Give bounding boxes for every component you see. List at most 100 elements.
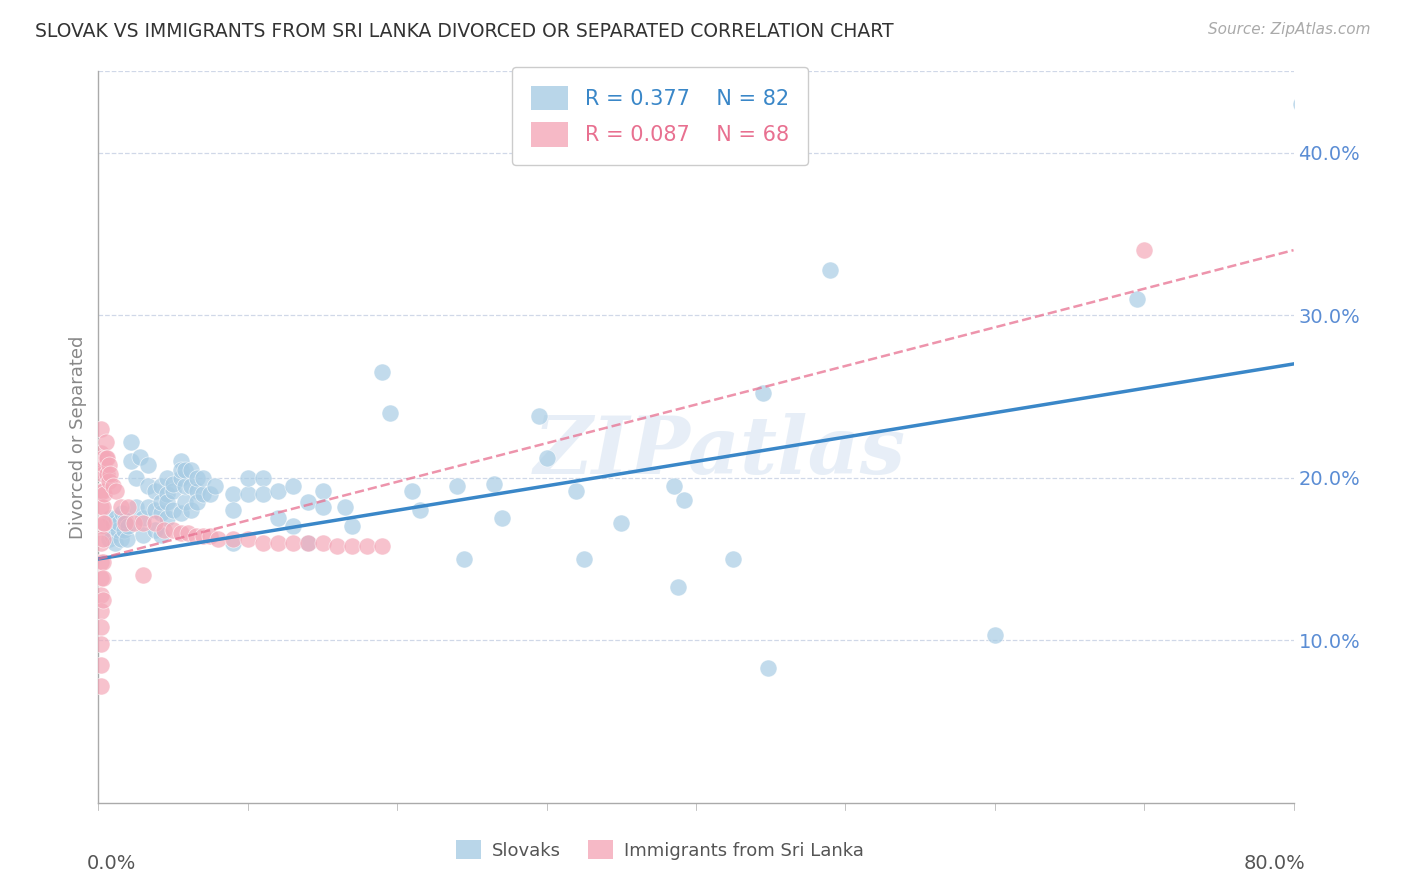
Point: [136, 500, 159, 514]
Point: [112, 523, 135, 537]
Point: [90, 679, 112, 693]
Point: [174, 462, 197, 476]
Point: [186, 495, 208, 509]
Point: [169, 462, 191, 476]
Point: [527, 409, 550, 423]
Point: [752, 386, 775, 401]
Point: [673, 493, 696, 508]
Point: [565, 483, 588, 498]
Point: [162, 483, 184, 498]
Point: [96, 451, 118, 466]
Point: [94, 451, 117, 466]
Point: [97, 458, 120, 472]
Point: [132, 516, 155, 531]
Point: [132, 511, 155, 525]
Point: [91, 516, 114, 531]
Point: [103, 516, 125, 531]
Point: [90, 620, 112, 634]
Point: [204, 479, 226, 493]
Point: [401, 483, 423, 498]
Point: [91, 467, 114, 482]
Point: [90, 500, 112, 514]
Point: [90, 572, 112, 586]
Point: [174, 495, 197, 509]
Point: [572, 552, 595, 566]
Point: [91, 572, 114, 586]
Point: [143, 503, 166, 517]
Point: [90, 446, 112, 460]
Point: [281, 479, 304, 493]
Point: [371, 365, 394, 379]
Point: [90, 535, 112, 549]
Point: [180, 462, 202, 476]
Point: [297, 535, 319, 549]
Point: [125, 500, 148, 514]
Point: [177, 526, 200, 541]
Point: [162, 503, 184, 517]
Point: [169, 507, 191, 521]
Point: [93, 516, 115, 531]
Point: [156, 495, 179, 509]
Point: [93, 487, 115, 501]
Point: [117, 500, 139, 514]
Point: [180, 479, 202, 493]
Point: [91, 592, 114, 607]
Point: [143, 483, 166, 498]
Y-axis label: Divorced or Separated: Divorced or Separated: [69, 335, 87, 539]
Point: [446, 479, 468, 493]
Point: [1289, 96, 1312, 111]
Point: [150, 495, 173, 509]
Point: [107, 523, 129, 537]
Point: [114, 516, 136, 531]
Text: 80.0%: 80.0%: [1244, 854, 1306, 873]
Point: [156, 487, 179, 501]
Point: [120, 434, 142, 449]
Point: [311, 483, 333, 498]
Point: [186, 471, 208, 485]
Point: [610, 516, 633, 531]
Point: [105, 483, 128, 498]
Point: [186, 483, 208, 498]
Point: [96, 467, 118, 482]
Point: [103, 479, 125, 493]
Point: [120, 454, 142, 468]
Point: [191, 529, 214, 543]
Point: [125, 471, 148, 485]
Point: [136, 479, 159, 493]
Point: [297, 495, 319, 509]
Point: [281, 519, 304, 533]
Point: [108, 516, 131, 531]
Point: [756, 661, 779, 675]
Point: [252, 487, 274, 501]
Point: [491, 511, 513, 525]
Point: [267, 511, 290, 525]
Point: [378, 406, 401, 420]
Point: [143, 523, 166, 537]
Point: [90, 519, 112, 533]
Point: [101, 527, 124, 541]
Point: [297, 535, 319, 549]
Point: [150, 479, 173, 493]
Point: [110, 533, 132, 547]
Point: [98, 511, 122, 525]
Point: [536, 451, 558, 466]
Point: [90, 462, 112, 476]
Point: [820, 262, 842, 277]
Point: [117, 519, 139, 533]
Point: [453, 552, 475, 566]
Text: SLOVAK VS IMMIGRANTS FROM SRI LANKA DIVORCED OR SEPARATED CORRELATION CHART: SLOVAK VS IMMIGRANTS FROM SRI LANKA DIVO…: [35, 22, 894, 41]
Point: [191, 487, 214, 501]
Point: [169, 471, 191, 485]
Point: [91, 555, 114, 569]
Point: [90, 657, 112, 672]
Point: [97, 533, 120, 547]
Point: [91, 483, 114, 498]
Point: [132, 527, 155, 541]
Point: [90, 604, 112, 618]
Point: [267, 483, 290, 498]
Point: [90, 483, 112, 498]
Point: [1133, 243, 1156, 257]
Point: [93, 458, 115, 472]
Point: [174, 479, 197, 493]
Point: [169, 454, 191, 468]
